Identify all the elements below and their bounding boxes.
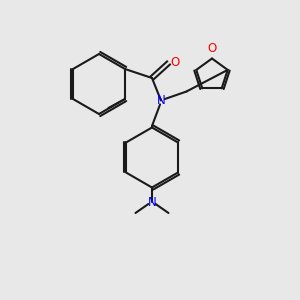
Text: N: N xyxy=(157,94,165,107)
Text: O: O xyxy=(171,56,180,70)
Text: N: N xyxy=(148,196,156,209)
Text: O: O xyxy=(207,42,217,55)
